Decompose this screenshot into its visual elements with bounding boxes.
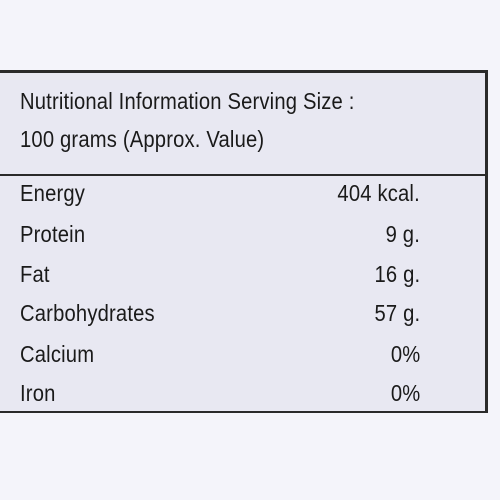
- row-label-iron: Iron: [20, 380, 56, 406]
- row-value-fat: 16 g.: [374, 261, 420, 287]
- nutrition-panel: [0, 70, 488, 413]
- row-label-fat: Fat: [20, 261, 50, 287]
- row-label-calcium: Calcium: [20, 341, 95, 367]
- row-label-carbohydrates: Carbohydrates: [20, 300, 155, 326]
- header-line-2: 100 grams (Approx. Value): [20, 126, 265, 152]
- row-value-iron: 0%: [390, 380, 420, 406]
- header-divider: [0, 174, 488, 176]
- row-value-protein: 9 g.: [385, 221, 420, 247]
- row-label-protein: Protein: [20, 221, 86, 247]
- header-line-1: Nutritional Information Serving Size :: [20, 88, 355, 114]
- row-value-carbohydrates: 57 g.: [374, 300, 420, 326]
- row-label-energy: Energy: [20, 180, 86, 206]
- row-value-energy: 404 kcal.: [337, 180, 420, 206]
- row-value-calcium: 0%: [390, 341, 420, 367]
